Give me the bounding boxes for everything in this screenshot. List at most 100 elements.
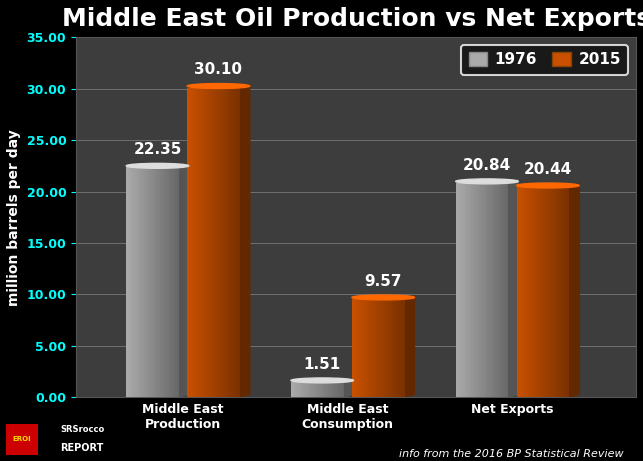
Ellipse shape [516, 183, 579, 188]
Text: 1.51: 1.51 [303, 357, 341, 372]
Bar [238, 88, 240, 397]
Bar [552, 187, 554, 397]
Bar [335, 382, 337, 397]
Bar [319, 382, 321, 397]
Bar [463, 183, 464, 397]
Bar [128, 167, 130, 397]
Bar [189, 88, 191, 397]
Bar [342, 382, 343, 397]
Bar [158, 167, 159, 397]
Bar [138, 167, 140, 397]
Bar [172, 167, 174, 397]
Bar [291, 382, 293, 397]
Bar [140, 167, 142, 397]
Bar [337, 382, 338, 397]
Bar [222, 88, 224, 397]
Bar [468, 183, 470, 397]
Bar [356, 299, 357, 397]
Bar [154, 167, 156, 397]
Bar [361, 299, 363, 397]
Bar [330, 382, 331, 397]
Text: REPORT: REPORT [60, 443, 104, 453]
Bar [489, 183, 491, 397]
Bar [333, 382, 335, 397]
Bar [557, 187, 559, 397]
Bar [230, 88, 231, 397]
Bar [530, 187, 532, 397]
Bar [487, 183, 489, 397]
Bar [475, 183, 476, 397]
Bar [364, 299, 366, 397]
Bar [366, 299, 368, 397]
Bar [170, 167, 172, 397]
Bar [371, 299, 373, 397]
Bar [503, 183, 505, 397]
Bar [217, 88, 219, 397]
Bar [493, 183, 494, 397]
Bar [476, 183, 478, 397]
Bar [309, 382, 311, 397]
Y-axis label: million barrels per day: million barrels per day [7, 129, 21, 306]
Bar [484, 183, 485, 397]
Bar [392, 299, 394, 397]
Bar [397, 299, 399, 397]
Bar [187, 88, 189, 397]
Bar [457, 183, 459, 397]
Bar [382, 299, 383, 397]
Bar [213, 88, 215, 397]
Bar [149, 167, 151, 397]
Bar [539, 187, 541, 397]
Bar [383, 299, 385, 397]
Bar [566, 187, 568, 397]
Ellipse shape [352, 295, 415, 300]
Bar [389, 299, 390, 397]
Polygon shape [569, 184, 579, 397]
Bar [296, 382, 298, 397]
Legend: 1976, 2015: 1976, 2015 [461, 45, 628, 75]
Bar [507, 183, 509, 397]
Bar [324, 382, 326, 397]
Text: 22.35: 22.35 [133, 142, 182, 157]
Bar [550, 187, 552, 397]
Bar [215, 88, 217, 397]
Bar [373, 299, 375, 397]
Bar [293, 382, 294, 397]
Bar [147, 167, 149, 397]
Bar [545, 187, 547, 397]
Bar [478, 183, 480, 397]
Polygon shape [240, 84, 249, 397]
Polygon shape [509, 180, 518, 397]
Bar [541, 187, 543, 397]
Bar [235, 88, 237, 397]
Bar [496, 183, 498, 397]
Bar [168, 167, 170, 397]
Bar [233, 88, 235, 397]
Bar [491, 183, 493, 397]
Bar [536, 187, 538, 397]
Bar [385, 299, 387, 397]
Bar [459, 183, 461, 397]
Bar [192, 88, 194, 397]
Bar [126, 167, 128, 397]
Bar [228, 88, 230, 397]
Bar [561, 187, 563, 397]
Bar [480, 183, 482, 397]
Bar [321, 382, 323, 397]
Bar [377, 299, 378, 397]
Ellipse shape [291, 378, 354, 383]
Bar [145, 167, 147, 397]
Polygon shape [179, 164, 189, 397]
Text: 20.44: 20.44 [524, 162, 572, 177]
Bar [370, 299, 371, 397]
Bar [219, 88, 221, 397]
Bar [547, 187, 548, 397]
Bar [352, 299, 354, 397]
Bar [482, 183, 484, 397]
Bar [156, 167, 158, 397]
Bar [556, 187, 557, 397]
Bar [133, 167, 135, 397]
Bar [174, 167, 176, 397]
Bar [204, 88, 206, 397]
Bar [564, 187, 566, 397]
FancyBboxPatch shape [6, 424, 38, 455]
